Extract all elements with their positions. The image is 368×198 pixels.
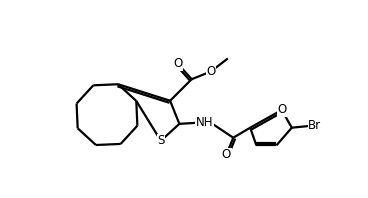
Text: NH: NH bbox=[196, 116, 213, 129]
Text: Br: Br bbox=[308, 119, 321, 132]
Text: S: S bbox=[157, 134, 164, 147]
Text: O: O bbox=[206, 65, 216, 78]
Text: O: O bbox=[277, 104, 286, 116]
Text: O: O bbox=[173, 57, 183, 70]
Text: O: O bbox=[222, 148, 231, 161]
